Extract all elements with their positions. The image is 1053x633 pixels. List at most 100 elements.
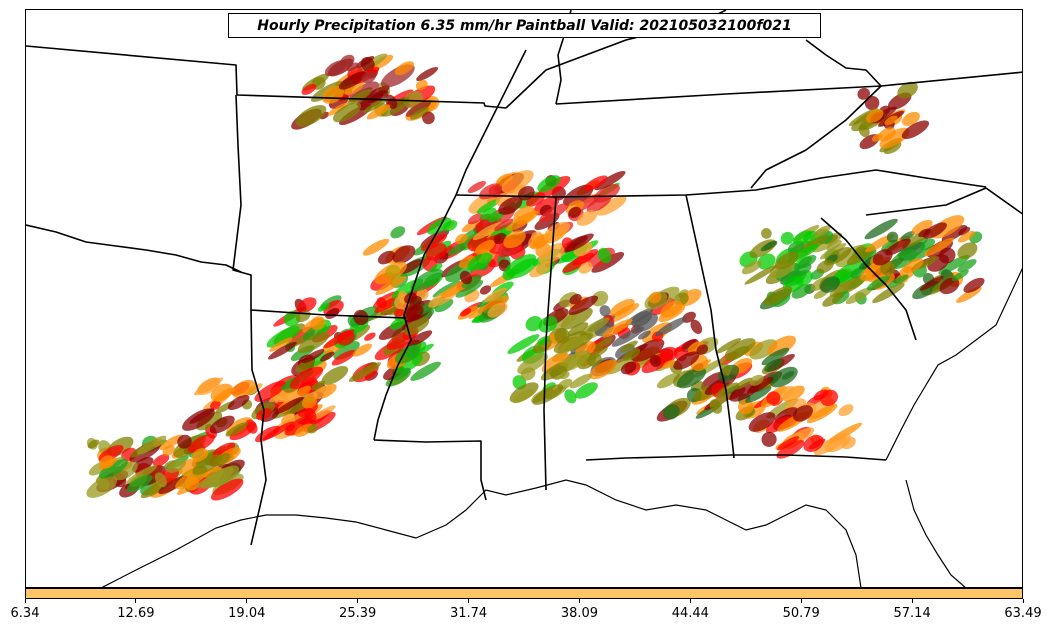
precip-paintball	[569, 373, 592, 389]
border-va-ky	[805, 39, 882, 87]
precip-paintball	[845, 287, 873, 305]
precip-paintball	[543, 221, 571, 241]
precip-paintball	[884, 115, 898, 126]
precip-paintball	[494, 218, 514, 231]
precip-paintball	[283, 310, 301, 327]
precip-paintball	[389, 317, 407, 330]
precip-paintball	[777, 436, 800, 450]
precip-paintball	[159, 434, 184, 450]
precip-paintball	[369, 54, 394, 71]
precip-paintball	[902, 111, 920, 126]
precip-paintball	[792, 405, 813, 422]
precip-paintball	[901, 120, 930, 139]
precip-paintball	[301, 395, 318, 409]
colorbar-tick-label: 38.09	[560, 606, 599, 621]
precip-paintball	[434, 298, 454, 313]
precip-paintball	[361, 70, 377, 84]
precip-paintball	[405, 100, 432, 117]
precip-paintball	[864, 95, 880, 111]
border-ms-la	[373, 439, 487, 501]
precip-paintball	[392, 367, 411, 381]
precip-paintball	[537, 175, 561, 192]
precip-paintball	[210, 478, 244, 501]
precip-paintball	[776, 439, 805, 459]
precip-paintball	[822, 292, 844, 307]
precip-paintball	[392, 245, 416, 264]
precip-paintball	[410, 107, 429, 120]
precip-paintball	[567, 322, 589, 336]
precip-paintball	[872, 249, 893, 266]
precip-paintball	[529, 261, 553, 278]
precip-paintball	[886, 231, 899, 243]
precip-paintball	[487, 302, 508, 318]
precip-paintball	[866, 275, 891, 291]
precip-paintball	[507, 334, 540, 354]
precip-paintball	[310, 316, 326, 331]
precip-paintball	[696, 344, 709, 355]
precip-paintball	[885, 238, 911, 256]
coast-florida-west	[905, 479, 966, 587]
precip-paintball	[558, 335, 588, 354]
precip-paintball	[690, 319, 703, 334]
border-red-river	[26, 224, 242, 273]
border-mississippi-river	[373, 49, 527, 441]
precip-paintball	[897, 81, 918, 99]
precip-paintball	[858, 124, 870, 138]
precip-paintball	[209, 415, 235, 434]
precip-paintball	[394, 61, 415, 76]
precip-paintball	[317, 303, 330, 312]
precip-paintball	[498, 196, 523, 215]
precip-paintball	[611, 326, 645, 347]
precip-paintball	[539, 203, 569, 223]
precip-paintball	[597, 247, 612, 264]
precip-paintball	[620, 361, 637, 375]
precip-paintball	[576, 210, 598, 226]
precip-paintball	[593, 184, 620, 203]
precip-paintball	[307, 424, 319, 434]
precip-paintball	[210, 400, 221, 410]
precip-paintball	[554, 327, 570, 344]
colorbar-tick	[1022, 599, 1024, 603]
precip-paintball	[162, 445, 176, 456]
precip-paintball	[297, 385, 311, 396]
border-tn-nc	[750, 85, 882, 189]
precip-paintball	[196, 377, 221, 396]
precip-paintball	[274, 396, 304, 415]
precip-paintball	[320, 351, 335, 362]
precip-paintball	[154, 472, 167, 488]
colorbar-tick	[246, 599, 248, 603]
precip-paintball	[957, 242, 978, 260]
precip-paintball	[791, 284, 812, 299]
colorbar-tick-label: 25.39	[339, 606, 377, 621]
precip-paintball	[574, 382, 598, 399]
precip-paintball	[681, 339, 699, 353]
precip-paintball	[421, 234, 448, 251]
colorbar-tick-label: 63.49	[1004, 606, 1042, 621]
colorbar-tick-label: 50.79	[782, 606, 820, 621]
precip-paintball	[719, 362, 732, 376]
precip-paintball	[741, 260, 762, 275]
precip-paintball	[761, 347, 790, 366]
precip-paintball	[459, 270, 473, 285]
precip-paintball	[474, 239, 496, 255]
colorbar-tick-label: 44.44	[671, 606, 709, 621]
border-mo-ar	[26, 45, 507, 109]
precip-paintball	[609, 298, 635, 317]
precip-paintball	[422, 111, 435, 125]
precip-paintball	[112, 461, 138, 481]
precip-paintball	[656, 372, 680, 389]
precip-paintball	[793, 263, 812, 277]
precip-paintball	[376, 297, 387, 309]
precip-paintball	[229, 422, 257, 441]
colorbar-tick-label: 19.04	[228, 606, 266, 621]
precip-paintball	[890, 249, 918, 269]
precip-paintball	[227, 394, 250, 411]
precip-paintball	[427, 217, 452, 235]
precip-paintball	[213, 387, 236, 402]
precip-paintball	[813, 225, 831, 238]
precip-paintball	[231, 379, 256, 399]
precip-paintball	[404, 317, 430, 336]
precip-paintball	[196, 412, 223, 431]
precip-paintball	[923, 222, 947, 239]
precip-paintball	[132, 457, 154, 473]
